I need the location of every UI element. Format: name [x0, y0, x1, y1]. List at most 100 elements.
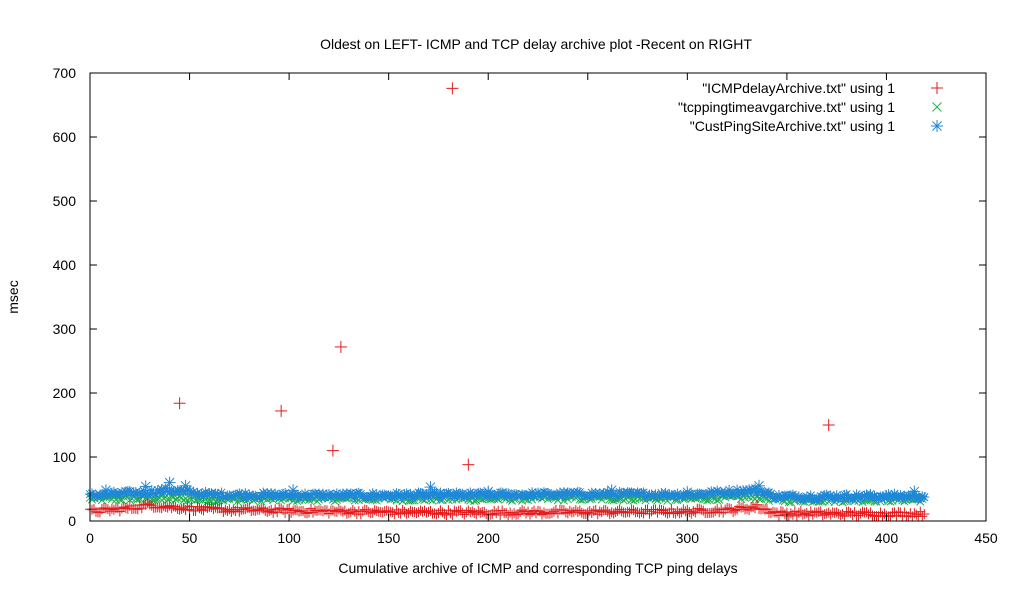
legend-marker — [932, 102, 942, 112]
data-point — [196, 504, 207, 515]
x-tick-label: 100 — [277, 530, 301, 546]
data-point — [106, 503, 117, 514]
data-point-outlier — [446, 82, 459, 95]
data-point — [674, 508, 685, 519]
data-point — [286, 507, 297, 518]
data-point — [604, 509, 615, 520]
data-point-outlier — [424, 481, 437, 494]
data-point — [602, 506, 613, 517]
data-point — [748, 501, 759, 512]
data-point — [785, 508, 796, 519]
y-tick-label: 200 — [53, 385, 77, 401]
data-point — [377, 507, 388, 518]
data-point — [176, 503, 187, 514]
data-point — [728, 506, 739, 517]
data-point — [158, 501, 169, 512]
data-point — [308, 507, 319, 518]
data-point — [682, 504, 693, 515]
data-point — [720, 504, 731, 515]
data-point — [423, 506, 434, 517]
data-point — [164, 500, 175, 511]
data-point — [302, 508, 313, 519]
data-point — [531, 508, 542, 519]
data-point-outlier — [822, 419, 835, 431]
y-axis-ticks: 0 100 200 300 400 500 600 700 — [53, 65, 986, 529]
data-point-outlier — [908, 485, 921, 498]
data-point — [463, 505, 474, 516]
data-point — [163, 495, 172, 504]
data-point — [831, 507, 842, 518]
data-point — [646, 506, 657, 517]
data-point — [845, 507, 856, 518]
data-point — [473, 505, 484, 516]
data-point — [863, 509, 874, 520]
data-point — [527, 507, 538, 518]
data-point — [457, 507, 468, 518]
data-point — [232, 502, 243, 513]
data-point — [234, 506, 245, 517]
data-point — [132, 504, 143, 515]
data-point-outlier — [179, 479, 192, 492]
data-point — [548, 506, 559, 517]
data-point — [919, 492, 930, 503]
legend-marker — [931, 82, 943, 94]
data-point — [86, 504, 97, 515]
data-point — [513, 509, 524, 520]
data-point — [901, 510, 912, 521]
x-tick-label: 50 — [182, 530, 198, 546]
data-point — [317, 506, 328, 517]
data-point — [803, 510, 814, 521]
data-point-outlier — [462, 458, 475, 471]
data-point — [608, 508, 619, 519]
data-point — [509, 508, 520, 519]
data-point — [264, 505, 275, 516]
data-point — [562, 508, 573, 519]
data-point-outlier — [287, 484, 300, 497]
data-point-outlier — [275, 404, 288, 417]
y-tick-label: 300 — [53, 321, 77, 337]
data-point — [799, 508, 810, 519]
data-point — [497, 505, 508, 516]
data-point-outlier — [173, 397, 186, 410]
data-point — [437, 507, 448, 518]
data-point — [142, 498, 153, 509]
data-point — [742, 503, 753, 514]
data-point — [433, 508, 444, 519]
data-point — [146, 500, 157, 511]
data-point — [405, 505, 416, 516]
data-point — [760, 494, 770, 503]
data-point — [596, 507, 607, 518]
data-point — [538, 507, 549, 518]
data-point — [564, 505, 575, 516]
data-point — [628, 505, 639, 516]
data-point — [867, 510, 878, 521]
data-point — [156, 503, 167, 514]
legend-label: "tcppingtimeavgarchive.txt" using 1 — [678, 99, 895, 115]
data-point — [694, 503, 705, 514]
y-tick-label: 100 — [53, 449, 77, 465]
data-point — [150, 488, 161, 499]
data-point — [431, 509, 442, 520]
data-point — [786, 498, 795, 507]
data-point — [525, 509, 536, 520]
data-point — [411, 508, 422, 519]
data-point — [825, 509, 836, 520]
data-point-outlier — [753, 479, 766, 492]
data-point — [118, 502, 129, 513]
data-point — [627, 495, 636, 504]
data-point — [298, 505, 309, 516]
data-point — [171, 495, 180, 504]
data-point — [736, 502, 747, 513]
data-point — [811, 507, 822, 518]
x-axis-ticks: 0 50 100 150 200 250 300 350 400 450 — [86, 73, 998, 546]
data-point — [208, 504, 219, 515]
x-tick-label: 0 — [86, 530, 94, 546]
data-point — [656, 504, 667, 515]
data-point — [333, 504, 344, 515]
data-point — [505, 507, 516, 518]
data-point-outlier — [334, 340, 347, 353]
data-point — [90, 506, 101, 517]
data-point — [180, 505, 191, 516]
series-0 — [85, 82, 930, 522]
legend-label: "CustPingSiteArchive.txt" using 1 — [690, 118, 895, 134]
